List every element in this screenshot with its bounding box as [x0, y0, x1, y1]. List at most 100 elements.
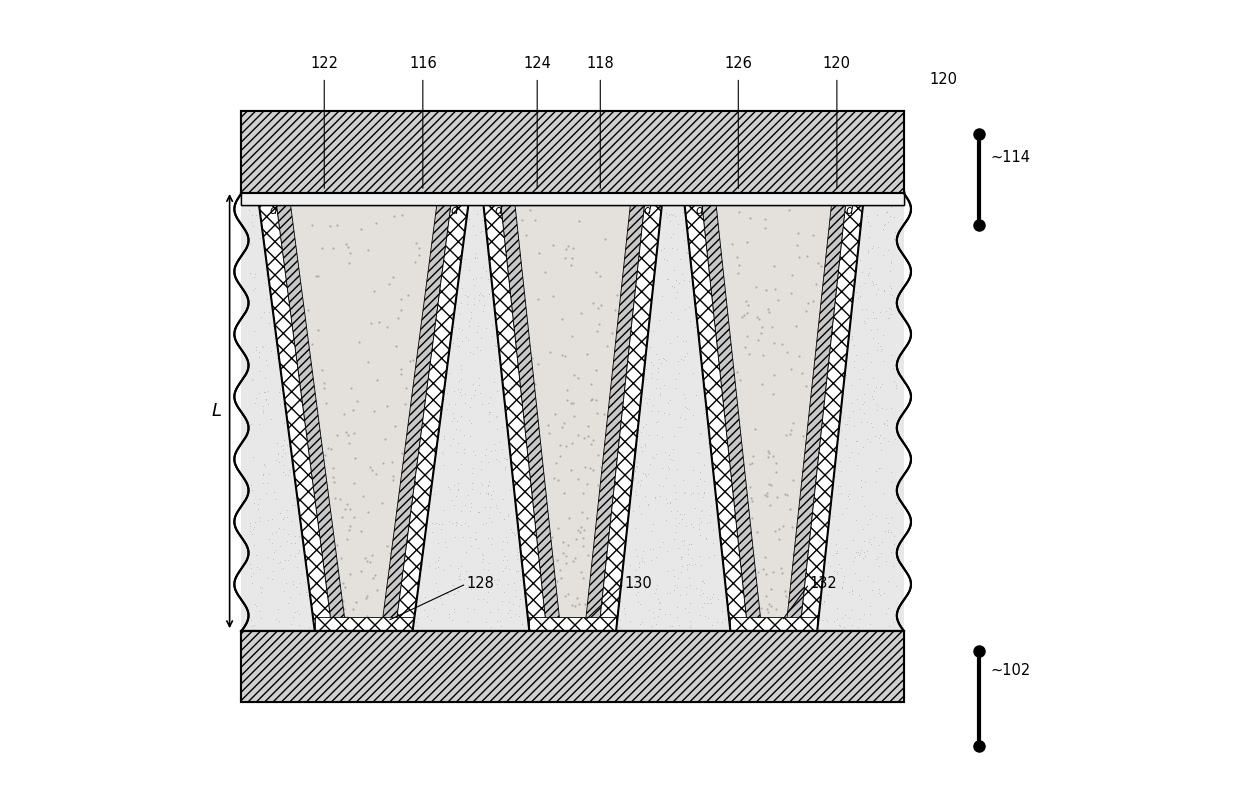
- Point: [759, 528, 779, 541]
- Point: [642, 324, 662, 337]
- Point: [415, 446, 435, 458]
- Point: [532, 404, 552, 417]
- Point: [382, 344, 402, 357]
- Point: [585, 569, 605, 582]
- Point: [329, 588, 348, 601]
- Point: [761, 450, 781, 463]
- Point: [477, 245, 497, 257]
- Point: [649, 593, 668, 606]
- Point: [510, 323, 529, 336]
- Point: [507, 393, 527, 406]
- Point: [584, 448, 604, 461]
- Point: [769, 545, 789, 558]
- Point: [321, 514, 341, 527]
- Point: [286, 447, 306, 460]
- Point: [587, 245, 606, 257]
- Point: [368, 273, 388, 286]
- Point: [549, 469, 569, 482]
- Point: [583, 552, 603, 565]
- Point: [727, 516, 746, 529]
- Point: [472, 289, 492, 302]
- Point: [668, 571, 688, 584]
- Point: [474, 548, 494, 561]
- Point: [594, 219, 614, 232]
- Point: [429, 375, 449, 387]
- Point: [264, 253, 284, 266]
- Point: [882, 545, 901, 558]
- Point: [286, 359, 306, 371]
- Point: [655, 608, 675, 621]
- Point: [451, 410, 471, 422]
- Point: [335, 548, 355, 560]
- Point: [848, 545, 868, 558]
- Point: [847, 204, 867, 217]
- Point: [600, 370, 620, 383]
- Point: [536, 243, 556, 256]
- Point: [296, 456, 316, 469]
- Point: [476, 265, 496, 277]
- Point: [422, 299, 441, 312]
- Point: [361, 278, 381, 291]
- Point: [284, 394, 304, 406]
- Point: [405, 420, 425, 433]
- Point: [273, 385, 293, 398]
- Point: [255, 392, 275, 405]
- Point: [298, 542, 317, 555]
- Point: [277, 313, 296, 326]
- Point: [611, 508, 631, 520]
- Point: [360, 502, 379, 515]
- Point: [711, 265, 730, 278]
- Point: [428, 377, 448, 390]
- Point: [517, 489, 537, 501]
- Point: [817, 216, 837, 229]
- Point: [764, 404, 784, 417]
- Point: [698, 309, 718, 322]
- Point: [827, 601, 847, 614]
- Point: [518, 361, 538, 374]
- Point: [593, 209, 613, 222]
- Point: [608, 410, 627, 423]
- Point: [701, 592, 720, 605]
- Point: [505, 590, 525, 603]
- Point: [482, 261, 502, 274]
- Point: [370, 599, 389, 611]
- Point: [641, 277, 661, 290]
- Point: [356, 256, 376, 269]
- Point: [821, 214, 841, 227]
- Point: [505, 505, 525, 517]
- Point: [285, 241, 305, 254]
- Point: [336, 619, 356, 632]
- Point: [796, 594, 816, 607]
- Point: [563, 466, 583, 479]
- Point: [460, 505, 480, 517]
- Point: [340, 408, 360, 421]
- Point: [761, 419, 781, 432]
- Point: [725, 503, 745, 516]
- Point: [522, 428, 542, 441]
- Point: [692, 335, 712, 347]
- Point: [678, 301, 698, 314]
- Point: [689, 518, 709, 531]
- Point: [570, 528, 590, 541]
- Point: [286, 561, 306, 574]
- Point: [694, 486, 714, 499]
- Point: [842, 587, 862, 600]
- Point: [733, 441, 753, 453]
- Point: [852, 473, 872, 486]
- Point: [742, 222, 761, 235]
- Point: [595, 477, 615, 490]
- Point: [732, 203, 751, 216]
- Point: [618, 265, 637, 278]
- Point: [461, 306, 481, 319]
- Point: [646, 551, 666, 563]
- Point: [393, 257, 413, 270]
- Point: [861, 513, 880, 526]
- Point: [755, 367, 775, 380]
- Point: [511, 498, 531, 511]
- Point: [542, 384, 562, 397]
- Point: [715, 416, 735, 429]
- Point: [796, 585, 816, 598]
- Point: [727, 206, 746, 218]
- Point: [523, 284, 543, 296]
- Point: [789, 383, 808, 396]
